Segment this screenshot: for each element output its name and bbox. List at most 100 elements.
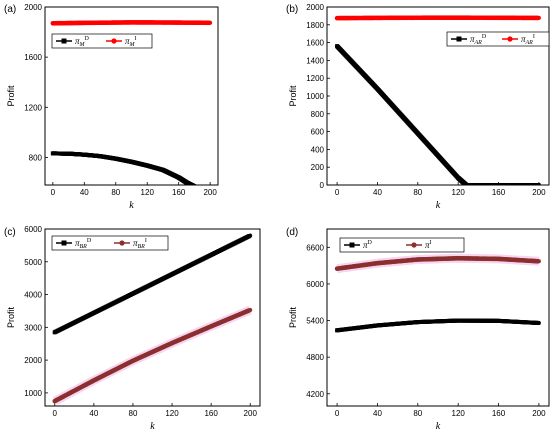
legend-label: πARI	[521, 34, 535, 46]
panel-label: (b)	[286, 4, 298, 15]
x-tick-label: 200	[532, 409, 546, 418]
y-tick-label: 4800	[306, 353, 324, 362]
data-point	[535, 15, 540, 21]
legend-label: πD	[363, 240, 373, 250]
chart-panel-a: 0 40 80 120 160 200 800 1200 1600 2000 k Profit (a) π…	[4, 3, 219, 211]
x-tick-label: 40	[80, 188, 89, 197]
x-tick-label: 160	[492, 188, 506, 197]
y-tick-label: 1000	[306, 92, 324, 101]
y-tick-label: 4200	[306, 390, 324, 399]
y-tick-label: 1000	[24, 389, 42, 398]
y-axis-label: Profit	[288, 85, 298, 107]
x-tick-label: 200	[244, 409, 258, 418]
legend-label: πBRD	[75, 238, 92, 250]
plot-frame	[326, 228, 550, 407]
data-point	[208, 196, 212, 200]
data-point	[198, 189, 202, 193]
y-tick-label: 800	[29, 153, 43, 162]
legend-swatch-marker	[61, 38, 67, 44]
y-tick-label: 200	[311, 163, 325, 172]
data-point	[192, 184, 197, 185]
legend: πARD πARI	[446, 31, 550, 47]
data-point	[206, 20, 212, 26]
y-tick-label: 2000	[24, 356, 42, 365]
x-tick-label: 80	[413, 409, 422, 418]
x-tick-label: 120	[452, 409, 466, 418]
legend-box	[51, 235, 169, 251]
y-tick-label: 6000	[24, 225, 42, 234]
y-tick-label: 2000	[306, 3, 324, 12]
y-tick-label: 5000	[24, 258, 42, 267]
data-point	[196, 187, 200, 191]
legend: πD πI	[339, 237, 465, 253]
data-point	[194, 186, 198, 190]
data-point	[192, 184, 197, 185]
x-tick-label: 160	[492, 409, 506, 418]
data-point	[536, 183, 541, 185]
legend-label: πBRI	[133, 238, 147, 250]
chart-panel-c: 0 40 80 120 160 200 1000 2000 3000 4000 5000 6000 k P…	[4, 225, 261, 432]
x-tick-label: 120	[141, 188, 155, 197]
plot-area	[52, 233, 253, 406]
x-tick-label: 0	[51, 188, 56, 197]
y-tick-label: 2000	[24, 3, 42, 12]
y-axis-label: Profit	[6, 85, 16, 107]
data-point	[195, 186, 199, 190]
data-point	[535, 258, 541, 264]
plot-area	[334, 15, 541, 185]
legend-box	[339, 237, 465, 253]
legend-swatch-marker	[61, 240, 67, 246]
x-tick-label: 80	[129, 409, 138, 418]
panel-label: (c)	[4, 227, 16, 238]
legend-label: πARD	[470, 34, 487, 46]
x-tick-label: 40	[89, 409, 98, 418]
x-axis-label: k	[436, 200, 441, 211]
y-tick-label: 3000	[24, 323, 42, 332]
legend-box	[446, 31, 550, 47]
plot-frame	[44, 228, 261, 407]
x-tick-label: 160	[172, 188, 186, 197]
data-point	[246, 308, 252, 313]
y-tick-label: 4000	[24, 291, 42, 300]
y-tick-label: 1400	[306, 56, 324, 65]
x-tick-label: 0	[335, 409, 340, 418]
y-tick-label: 1200	[306, 74, 324, 83]
data-point	[198, 188, 202, 192]
data-point	[535, 320, 540, 325]
data-point	[196, 188, 200, 192]
plot-area	[334, 253, 541, 333]
data-point	[195, 187, 199, 191]
y-tick-label: 1600	[306, 39, 324, 48]
plot-frame	[44, 6, 219, 186]
x-tick-label: 80	[413, 188, 422, 197]
y-tick-label: 5400	[306, 317, 324, 326]
x-axis-label: k	[129, 200, 134, 211]
series-line-0	[335, 44, 541, 185]
x-tick-label: 40	[373, 188, 382, 197]
x-tick-label: 120	[165, 409, 179, 418]
y-axis-label: Profit	[6, 307, 16, 329]
x-tick-label: 200	[532, 188, 546, 197]
legend-swatch-marker	[411, 242, 417, 248]
plot-area	[50, 20, 213, 200]
data-point	[247, 234, 252, 239]
x-tick-label: 0	[335, 188, 340, 197]
legend-label: πMI	[125, 36, 137, 48]
y-axis-label: Profit	[288, 307, 298, 329]
legend-swatch-marker	[349, 242, 355, 248]
panel-label: (a)	[4, 4, 16, 15]
x-axis-label: k	[150, 421, 155, 432]
legend-swatch-marker	[456, 36, 462, 42]
x-tick-label: 120	[452, 188, 466, 197]
x-tick-label: 0	[53, 409, 58, 418]
x-axis-label: k	[436, 421, 441, 432]
x-tick-label: 160	[204, 409, 218, 418]
y-tick-label: 1200	[24, 103, 42, 112]
data-point	[196, 187, 200, 191]
legend-swatch-marker	[507, 36, 513, 42]
data-point	[194, 185, 198, 189]
y-tick-label: 0	[320, 181, 325, 190]
y-tick-label: 600	[311, 128, 325, 137]
y-tick-label: 6000	[306, 280, 324, 289]
legend-swatch-marker	[111, 38, 117, 44]
